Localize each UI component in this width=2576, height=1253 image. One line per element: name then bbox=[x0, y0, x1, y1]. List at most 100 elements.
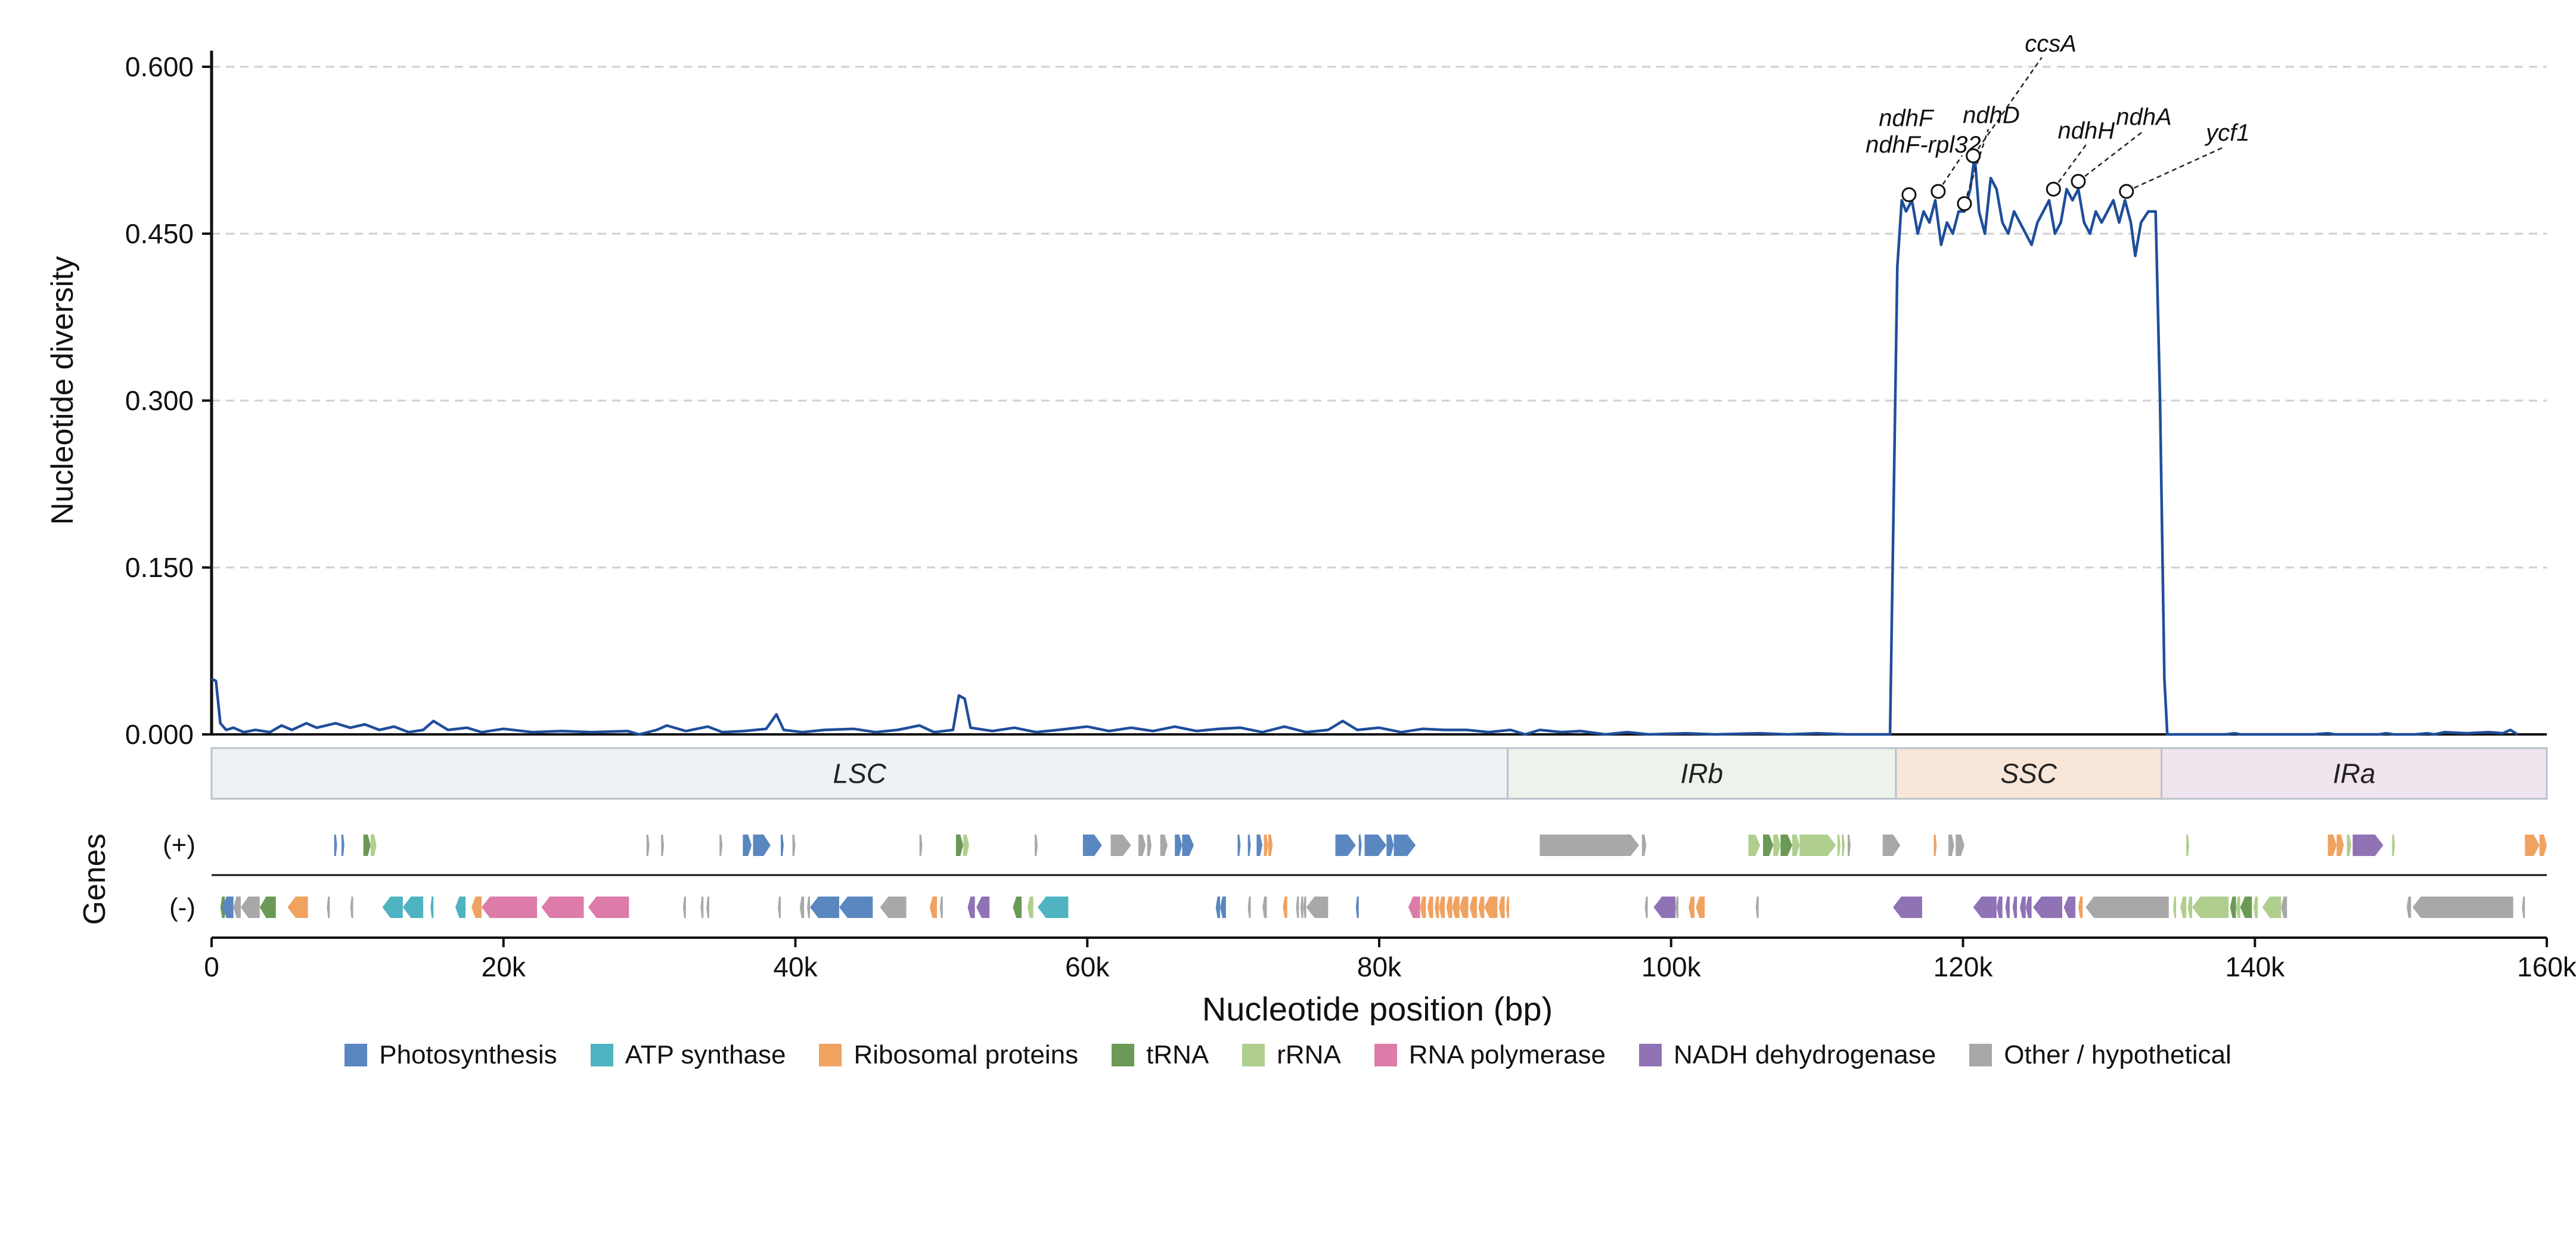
gene-minus bbox=[1427, 897, 1433, 918]
x-tick-label: 140k bbox=[2225, 951, 2285, 982]
gene-minus bbox=[807, 897, 810, 918]
gene-minus bbox=[1506, 897, 1509, 918]
gene-minus bbox=[1303, 897, 1306, 918]
gene-minus bbox=[2187, 897, 2192, 918]
gene-plus bbox=[963, 835, 969, 856]
legend-item: ATP synthase bbox=[590, 1040, 786, 1070]
gene-plus bbox=[1147, 835, 1152, 856]
annotation-leader-line bbox=[2078, 130, 2144, 182]
y-tick-label: 0.300 bbox=[125, 385, 194, 416]
gene-minus bbox=[259, 897, 276, 918]
gene-minus bbox=[327, 897, 330, 918]
x-tick-label: 80k bbox=[1357, 951, 1402, 982]
gene-plus bbox=[2336, 835, 2344, 856]
annotation-leader-line bbox=[1963, 129, 1990, 204]
peak-label-ndhF: ndhF bbox=[1879, 106, 1935, 132]
legend-label: Ribosomal proteins bbox=[854, 1040, 1079, 1069]
gene-minus bbox=[1469, 897, 1478, 918]
strand-plus-label: (+) bbox=[163, 830, 195, 860]
legend-label: rRNA bbox=[1277, 1040, 1341, 1069]
gene-minus bbox=[799, 897, 805, 918]
gene-plus bbox=[1160, 835, 1168, 856]
y-tick-label: 0.600 bbox=[125, 51, 194, 82]
region-SSC bbox=[1895, 747, 2163, 800]
nucleotide-diversity-chart: 0.000 0.150 0.300 0.450 0.600 0 20k 40k 60k 80k 10… bbox=[45, 30, 2576, 1025]
x-tick-label: 120k bbox=[1933, 951, 1994, 982]
peak-label-ndhA: ndhA bbox=[2116, 104, 2171, 130]
legend-item: Photosynthesis bbox=[344, 1040, 557, 1070]
line-layer bbox=[210, 154, 2519, 736]
gene-minus bbox=[839, 897, 873, 918]
region-label-IRa: IRa bbox=[2333, 758, 2376, 789]
axis-layer: 0.000 0.150 0.300 0.450 0.600 0 20k 40k 60k 80k 10… bbox=[125, 51, 2576, 982]
legend-swatch bbox=[1112, 1044, 1135, 1066]
legend-swatch bbox=[1969, 1044, 1992, 1066]
gene-plus bbox=[919, 835, 923, 856]
gene-minus bbox=[976, 897, 990, 918]
gene-minus bbox=[2063, 897, 2076, 918]
gene-plus bbox=[1748, 835, 1761, 856]
gene-plus bbox=[1956, 835, 1964, 856]
gene-plus bbox=[1082, 835, 1102, 856]
gene-minus bbox=[1408, 897, 1420, 918]
legend-swatch bbox=[1242, 1044, 1265, 1066]
gene-minus bbox=[287, 897, 308, 918]
annotation-leader-line bbox=[2126, 145, 2226, 193]
legend-label: ATP synthase bbox=[625, 1040, 786, 1069]
gene-minus bbox=[1283, 897, 1287, 918]
gene-minus bbox=[929, 897, 938, 918]
gene-plus bbox=[781, 835, 784, 856]
legend-swatch bbox=[819, 1044, 842, 1066]
gene-minus bbox=[1435, 897, 1439, 918]
gene-minus bbox=[382, 897, 403, 918]
y-axis-label: Nucleotide diversity bbox=[45, 256, 80, 525]
gene-minus bbox=[2406, 897, 2411, 918]
gene-plus bbox=[1799, 835, 1836, 856]
gene-plus bbox=[1837, 835, 1841, 856]
annotation-leader-line bbox=[1972, 57, 2043, 157]
peak-marker bbox=[1931, 184, 1946, 199]
legend-swatch bbox=[344, 1044, 368, 1066]
gene-plus bbox=[2352, 835, 2383, 856]
gene-plus bbox=[719, 835, 723, 856]
gene-plus bbox=[1792, 835, 1800, 856]
region-label-LSC: LSC bbox=[833, 758, 887, 789]
gene-minus bbox=[2262, 897, 2282, 918]
gene-minus bbox=[939, 897, 943, 918]
gene-minus bbox=[430, 897, 434, 918]
gene-plus bbox=[1540, 835, 1639, 856]
gene-minus bbox=[1452, 897, 1460, 918]
gene-plus bbox=[1175, 835, 1183, 856]
region-label-IRb: IRb bbox=[1680, 758, 1723, 789]
gene-minus bbox=[240, 897, 260, 918]
x-tick-label: 40k bbox=[773, 951, 818, 982]
legend-item: RNA polymerase bbox=[1374, 1040, 1606, 1070]
annotation-leader-line bbox=[1937, 155, 1963, 192]
gene-minus bbox=[1478, 897, 1485, 918]
y-tick-label: 0.150 bbox=[125, 552, 194, 583]
legend-item: Other / hypothetical bbox=[1969, 1040, 2232, 1070]
gene-minus bbox=[2005, 897, 2010, 918]
gene-plus bbox=[1182, 835, 1194, 856]
region-IRa bbox=[2161, 747, 2548, 800]
genes-axis-label: Genes bbox=[77, 833, 112, 925]
gene-minus bbox=[1696, 897, 1705, 918]
gene-plus bbox=[1763, 835, 1774, 856]
gene-minus bbox=[2522, 897, 2525, 918]
legend-item: NADH dehydrogenase bbox=[1638, 1040, 1936, 1070]
strand-minus-label: (-) bbox=[169, 893, 195, 922]
gene-plus bbox=[2539, 835, 2547, 856]
gene-minus bbox=[1215, 897, 1221, 918]
gene-minus bbox=[1644, 897, 1648, 918]
gene-minus bbox=[1498, 897, 1505, 918]
gene-minus bbox=[778, 897, 781, 918]
legend-swatch bbox=[1638, 1044, 1662, 1066]
gene-minus bbox=[233, 897, 241, 918]
gene-plus bbox=[955, 835, 964, 856]
gene-plus bbox=[1268, 835, 1273, 856]
gene-plus bbox=[2186, 835, 2190, 856]
gene-plus bbox=[334, 835, 337, 856]
gene-minus bbox=[2085, 897, 2169, 918]
gene-plus bbox=[1035, 835, 1038, 856]
peak-label-ycf1: ycf1 bbox=[2204, 120, 2249, 146]
